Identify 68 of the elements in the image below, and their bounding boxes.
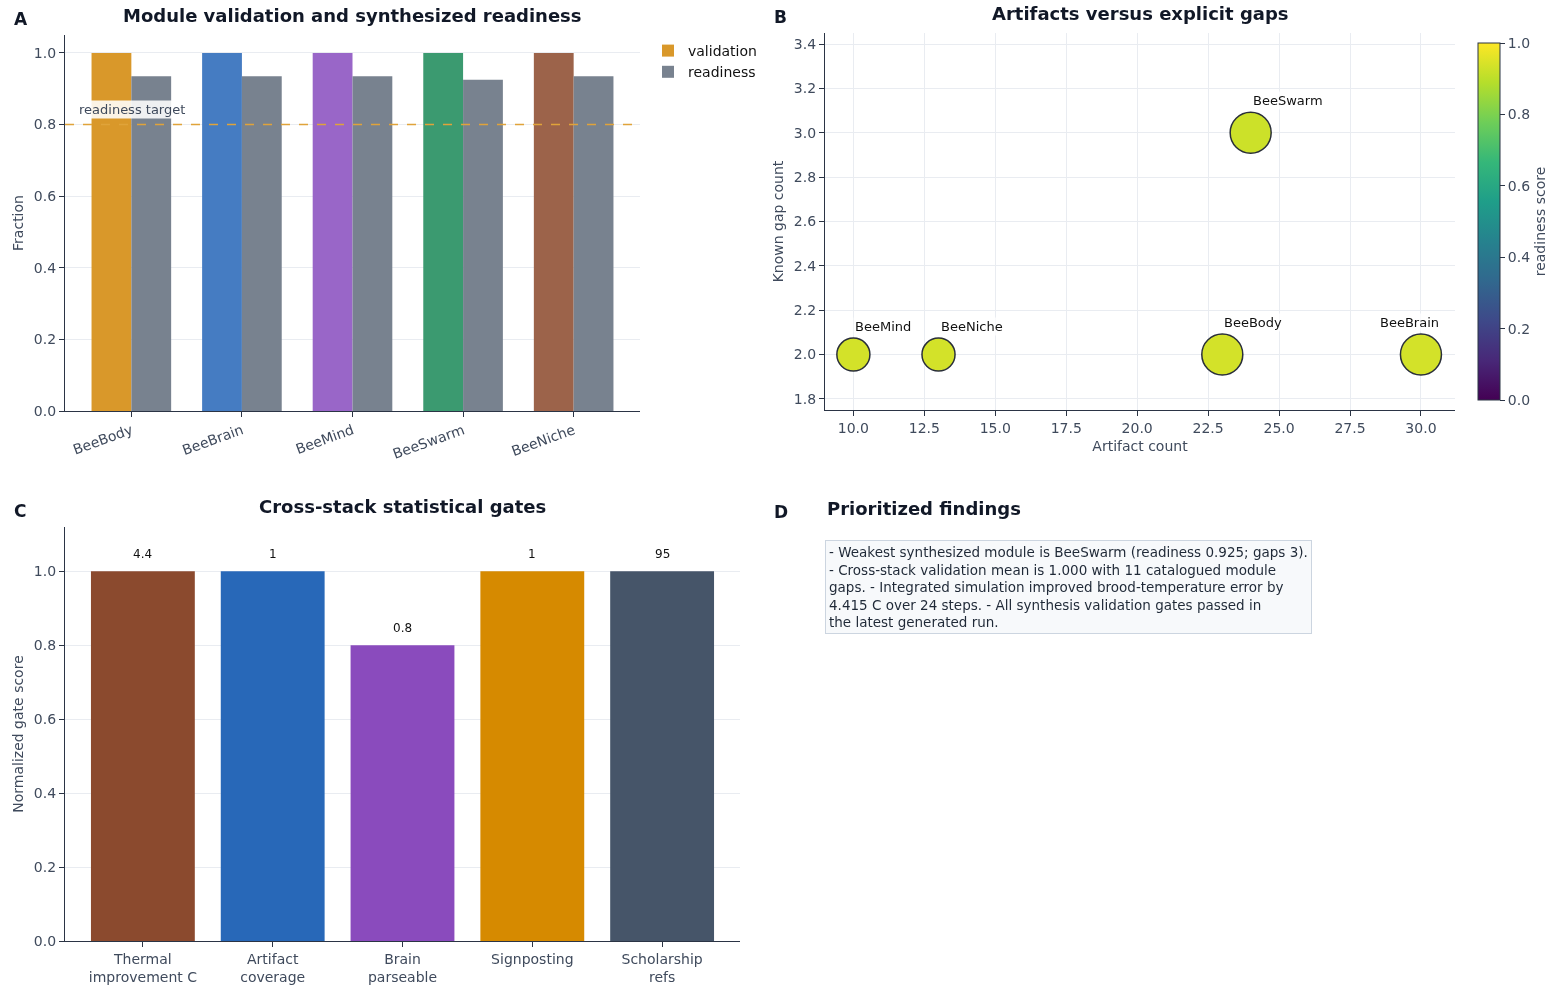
x-tick-label: 27.5 bbox=[1334, 419, 1366, 436]
annotation: 95 bbox=[655, 547, 671, 561]
annotation: BeeBrain bbox=[1380, 315, 1439, 330]
chart-title: Cross-stack statistical gates bbox=[259, 496, 547, 517]
color-bar-label: 0.2 bbox=[1507, 320, 1531, 337]
y-tick-label: 0.6 bbox=[33, 711, 57, 728]
color-bar-label: 0.0 bbox=[1507, 391, 1531, 408]
x-tick-label: 30.0 bbox=[1405, 419, 1437, 436]
x-tick-label: 20.0 bbox=[1121, 419, 1153, 436]
y-tick-label: 2.4 bbox=[793, 257, 817, 274]
text: C bbox=[14, 501, 27, 521]
x-tick-label: Thermal improvement C bbox=[88, 950, 198, 986]
color-bar-title: readiness score bbox=[1532, 166, 1549, 277]
x-axis-title: Artifact count bbox=[1092, 438, 1189, 455]
legend-label: readiness bbox=[688, 64, 756, 81]
x-tick-label: 10.0 bbox=[837, 419, 869, 436]
x-tick-label: Signposting bbox=[491, 950, 574, 967]
color-bar-label: 0.8 bbox=[1507, 106, 1531, 123]
text: D bbox=[774, 502, 789, 522]
y-tick-label: 3.2 bbox=[793, 80, 817, 97]
y-tick-label: 0.8 bbox=[33, 637, 57, 654]
ref-line-label: readiness target bbox=[79, 102, 186, 117]
x-tick-label: 15.0 bbox=[979, 419, 1011, 436]
y-axis-title: Fraction bbox=[10, 195, 27, 251]
annotation: BeeSwarm bbox=[1253, 93, 1323, 108]
y-tick-label: 0.2 bbox=[33, 858, 57, 875]
chart-title: Module validation and synthesized readiness bbox=[123, 5, 582, 26]
annotation: 1 bbox=[528, 547, 536, 561]
x-tick-label: Artifact coverage bbox=[240, 950, 306, 986]
y-tick-label: 0.0 bbox=[33, 932, 57, 949]
y-tick-label: 0.4 bbox=[33, 259, 57, 276]
chart-title: Artifacts versus explicit gaps bbox=[992, 3, 1289, 24]
legend-label: validation bbox=[688, 43, 757, 60]
text: Prioritized findings bbox=[827, 498, 1021, 519]
x-tick-label: 12.5 bbox=[908, 419, 940, 436]
color-bar-label: 0.4 bbox=[1507, 249, 1531, 266]
x-tick-label: 17.5 bbox=[1050, 419, 1082, 436]
y-tick-label: 0.4 bbox=[33, 785, 57, 802]
y-tick-label: 2.0 bbox=[793, 346, 817, 363]
y-tick-label: 2.6 bbox=[793, 213, 817, 230]
annotation: 1 bbox=[269, 547, 277, 561]
color-bar-label: 0.6 bbox=[1507, 177, 1531, 194]
y-tick-label: 0.0 bbox=[33, 402, 57, 419]
y-axis-title: Known gap count bbox=[770, 160, 787, 283]
y-axis-title: Normalized gate score bbox=[10, 655, 27, 813]
annotation: BeeMind bbox=[855, 319, 912, 334]
x-tick-label: 25.0 bbox=[1263, 419, 1295, 436]
x-tick-label: Brain parseable bbox=[367, 950, 438, 986]
y-tick-label: 1.0 bbox=[33, 563, 57, 580]
text: - Weakest synthesized module is BeeSwarm (readiness 0.925; gaps 3). - Cross-stack validation mean is 1.000 with 11 catalogued module gaps. - Integrated simulation improved brood-temperature error by 4.415 C over 24 steps. - All synthesis validation gates passed in the latest generated run. bbox=[829, 544, 1308, 631]
y-tick-label: 3.4 bbox=[793, 35, 817, 52]
annotation: BeeNiche bbox=[941, 319, 1003, 334]
text: A bbox=[14, 9, 28, 29]
y-tick-label: 3.0 bbox=[793, 124, 817, 141]
color-bar-label: 1.0 bbox=[1507, 34, 1531, 51]
text: B bbox=[774, 7, 787, 27]
y-tick-label: 0.6 bbox=[33, 188, 57, 205]
y-tick-label: 1.0 bbox=[33, 44, 57, 61]
y-tick-label: 0.8 bbox=[33, 116, 57, 133]
annotation: 4.4 bbox=[133, 547, 153, 561]
annotation: 0.8 bbox=[393, 621, 413, 635]
annotation: BeeBody bbox=[1224, 315, 1283, 330]
x-tick-label: Scholarship refs bbox=[621, 950, 703, 986]
x-tick-label: 22.5 bbox=[1192, 419, 1224, 436]
y-tick-label: 2.2 bbox=[793, 302, 817, 319]
y-tick-label: 0.2 bbox=[33, 331, 57, 348]
y-tick-label: 2.8 bbox=[793, 169, 817, 186]
y-tick-label: 1.8 bbox=[793, 390, 817, 407]
